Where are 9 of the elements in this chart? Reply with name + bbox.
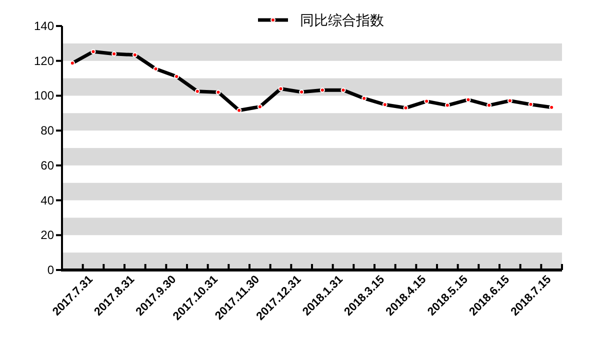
y-tick-label: 60 — [40, 158, 54, 172]
legend-label: 同比综合指数 — [300, 12, 384, 28]
y-tick-label: 40 — [40, 193, 54, 208]
y-tick-label: 80 — [40, 124, 54, 138]
y-tick-label: 20 — [40, 228, 54, 242]
y-tick-label: 0 — [47, 263, 54, 277]
y-tick-label: 120 — [34, 54, 54, 68]
y-tick-label: 100 — [34, 88, 54, 103]
y-tick-label: 140 — [34, 19, 54, 33]
